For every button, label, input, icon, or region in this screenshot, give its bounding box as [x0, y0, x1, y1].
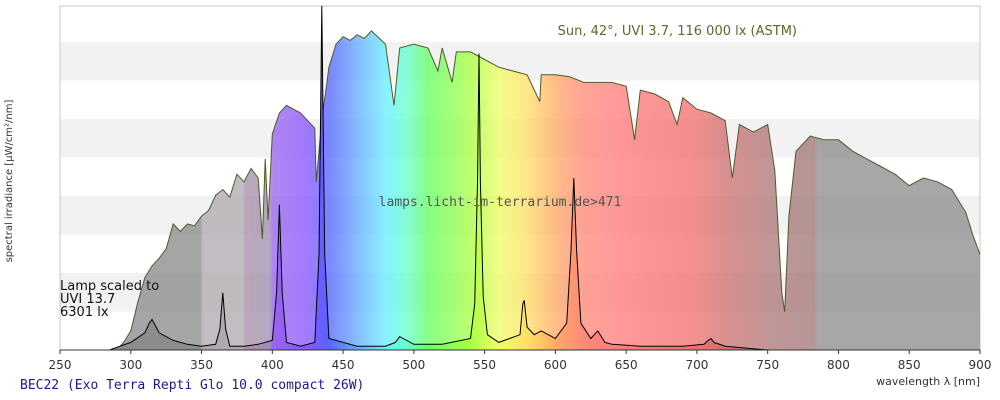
x-tick-label: 450: [332, 358, 355, 372]
y-axis-label: spectral irradiance [µW/cm²/nm]: [4, 99, 15, 262]
x-tick-label: 650: [615, 358, 638, 372]
x-axis-ticks: 250 300 350 400 450 500 550 600 650 700 750 800 850 9…: [49, 350, 992, 372]
chart-title: Sun, 42°, UVI 3.7, 116 000 lx (ASTM): [558, 24, 797, 39]
x-tick-label: 550: [473, 358, 496, 372]
x-tick-label: 350: [190, 358, 213, 372]
x-tick-label: 750: [756, 358, 779, 372]
lamp-spectrum-outline: [109, 5, 768, 351]
x-tick-label: 850: [898, 358, 921, 372]
x-tick-label: 700: [685, 358, 708, 372]
x-tick-label: 400: [261, 358, 284, 372]
x-tick-label: 900: [969, 358, 992, 372]
x-tick-label: 300: [119, 358, 142, 372]
x-axis-label: wavelength λ [nm]: [876, 375, 980, 388]
watermark: lamps.licht-im-terrarium.de>471: [379, 195, 622, 210]
x-tick-label: 600: [544, 358, 567, 372]
chart-subtitle: BEC22 (Exo Terra Repti Glo 10.0 compact …: [20, 378, 364, 393]
lamp-note-line-1: Lamp scaled to: [60, 279, 159, 294]
x-tick-label: 250: [49, 358, 72, 372]
x-tick-label: 500: [402, 358, 425, 372]
sun-spectrum-outline: [116, 30, 981, 351]
x-tick-label: 800: [827, 358, 850, 372]
grid-band: [60, 3, 980, 42]
lamp-note-line-2: UVI 13.7: [60, 292, 115, 307]
lamp-note-line-3: 6301 lx: [60, 305, 109, 320]
